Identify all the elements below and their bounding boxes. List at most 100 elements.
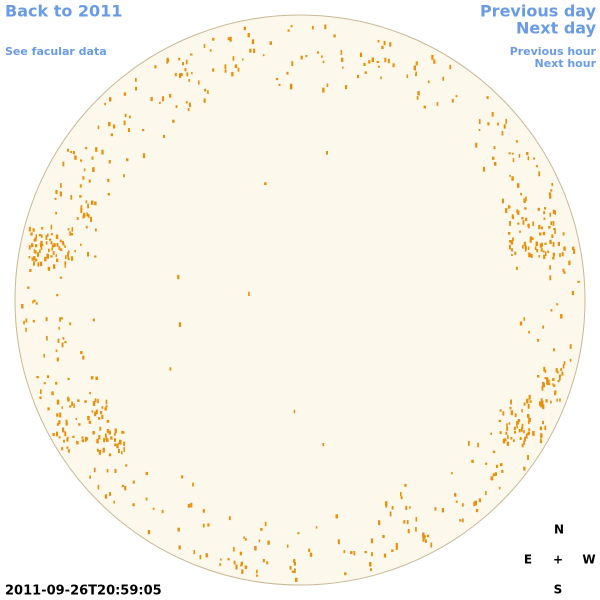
facula	[499, 409, 502, 412]
facula	[219, 563, 222, 566]
back-link[interactable]: Back to 2011	[5, 2, 122, 21]
facula	[383, 41, 386, 46]
facula	[550, 309, 553, 312]
facula	[433, 59, 436, 64]
facula	[86, 212, 89, 217]
facula	[519, 321, 523, 326]
facula	[80, 243, 82, 246]
facula	[490, 476, 493, 480]
facula	[187, 108, 190, 112]
compass-south: S	[554, 583, 563, 597]
facula	[369, 562, 372, 567]
facula	[520, 192, 523, 196]
facula	[69, 322, 72, 326]
facula	[50, 255, 53, 258]
facula	[391, 549, 394, 553]
facula	[550, 221, 553, 225]
facula	[59, 276, 63, 279]
facula	[169, 367, 172, 371]
facula	[549, 194, 551, 199]
facula	[224, 64, 227, 70]
facula	[493, 162, 497, 166]
facula	[517, 222, 520, 225]
facula	[125, 464, 128, 467]
faculae	[21, 24, 580, 582]
facula	[72, 435, 75, 438]
facula	[207, 90, 209, 95]
solar-disk	[14, 14, 586, 586]
facula	[90, 200, 94, 205]
facula	[35, 302, 38, 305]
next-hour-link[interactable]: Next hour	[535, 57, 597, 70]
facula	[67, 377, 70, 381]
facula	[547, 250, 550, 253]
facula	[88, 179, 91, 183]
facula	[87, 203, 89, 209]
facula	[32, 228, 35, 232]
previous-hour-link[interactable]: Previous hour	[510, 45, 597, 58]
facula	[528, 428, 531, 432]
facula	[101, 149, 104, 155]
previous-day-link[interactable]: Previous day	[480, 2, 597, 21]
facula	[57, 338, 60, 344]
facula	[321, 55, 323, 58]
facula	[203, 44, 206, 49]
facula	[33, 299, 36, 303]
facula	[193, 550, 196, 555]
facula	[529, 237, 532, 243]
facula	[406, 520, 409, 525]
facula	[544, 242, 547, 245]
facula	[483, 166, 486, 172]
facula	[539, 232, 542, 236]
facula	[198, 80, 200, 85]
facula	[237, 67, 240, 72]
facula	[511, 176, 514, 181]
facula	[551, 183, 554, 186]
facula	[529, 400, 532, 403]
facula	[507, 434, 509, 439]
facula	[229, 36, 232, 42]
next-day-link[interactable]: Next day	[516, 19, 597, 38]
facula	[559, 375, 561, 381]
facula	[202, 509, 205, 513]
facula	[227, 37, 230, 41]
facula	[94, 201, 97, 206]
facula	[67, 257, 70, 261]
facula	[315, 526, 318, 529]
facula	[504, 438, 507, 442]
facula	[552, 221, 555, 226]
facula	[264, 521, 267, 527]
facula	[322, 443, 325, 447]
facula	[473, 501, 475, 507]
facula	[64, 265, 67, 268]
facula	[542, 381, 545, 387]
facula	[542, 325, 545, 329]
facula	[74, 155, 77, 160]
facula	[573, 249, 576, 254]
facula	[178, 322, 182, 327]
facula	[548, 382, 551, 385]
facula	[82, 355, 85, 360]
facula	[59, 412, 62, 418]
facula	[562, 232, 565, 236]
facula	[47, 266, 51, 271]
facula	[92, 167, 95, 172]
facula	[43, 353, 45, 358]
facular-link[interactable]: See facular data	[5, 45, 107, 58]
facula	[49, 238, 52, 241]
facula	[550, 189, 553, 192]
facula	[114, 433, 116, 436]
facula	[66, 446, 69, 449]
facula	[527, 224, 529, 228]
facula	[515, 140, 518, 143]
facula	[416, 96, 419, 100]
facula	[293, 559, 296, 564]
facula	[43, 382, 46, 385]
facula	[461, 503, 464, 507]
facula	[508, 422, 511, 425]
facula	[501, 469, 504, 473]
facula	[58, 246, 61, 250]
facula	[430, 542, 433, 548]
facula	[212, 37, 215, 41]
